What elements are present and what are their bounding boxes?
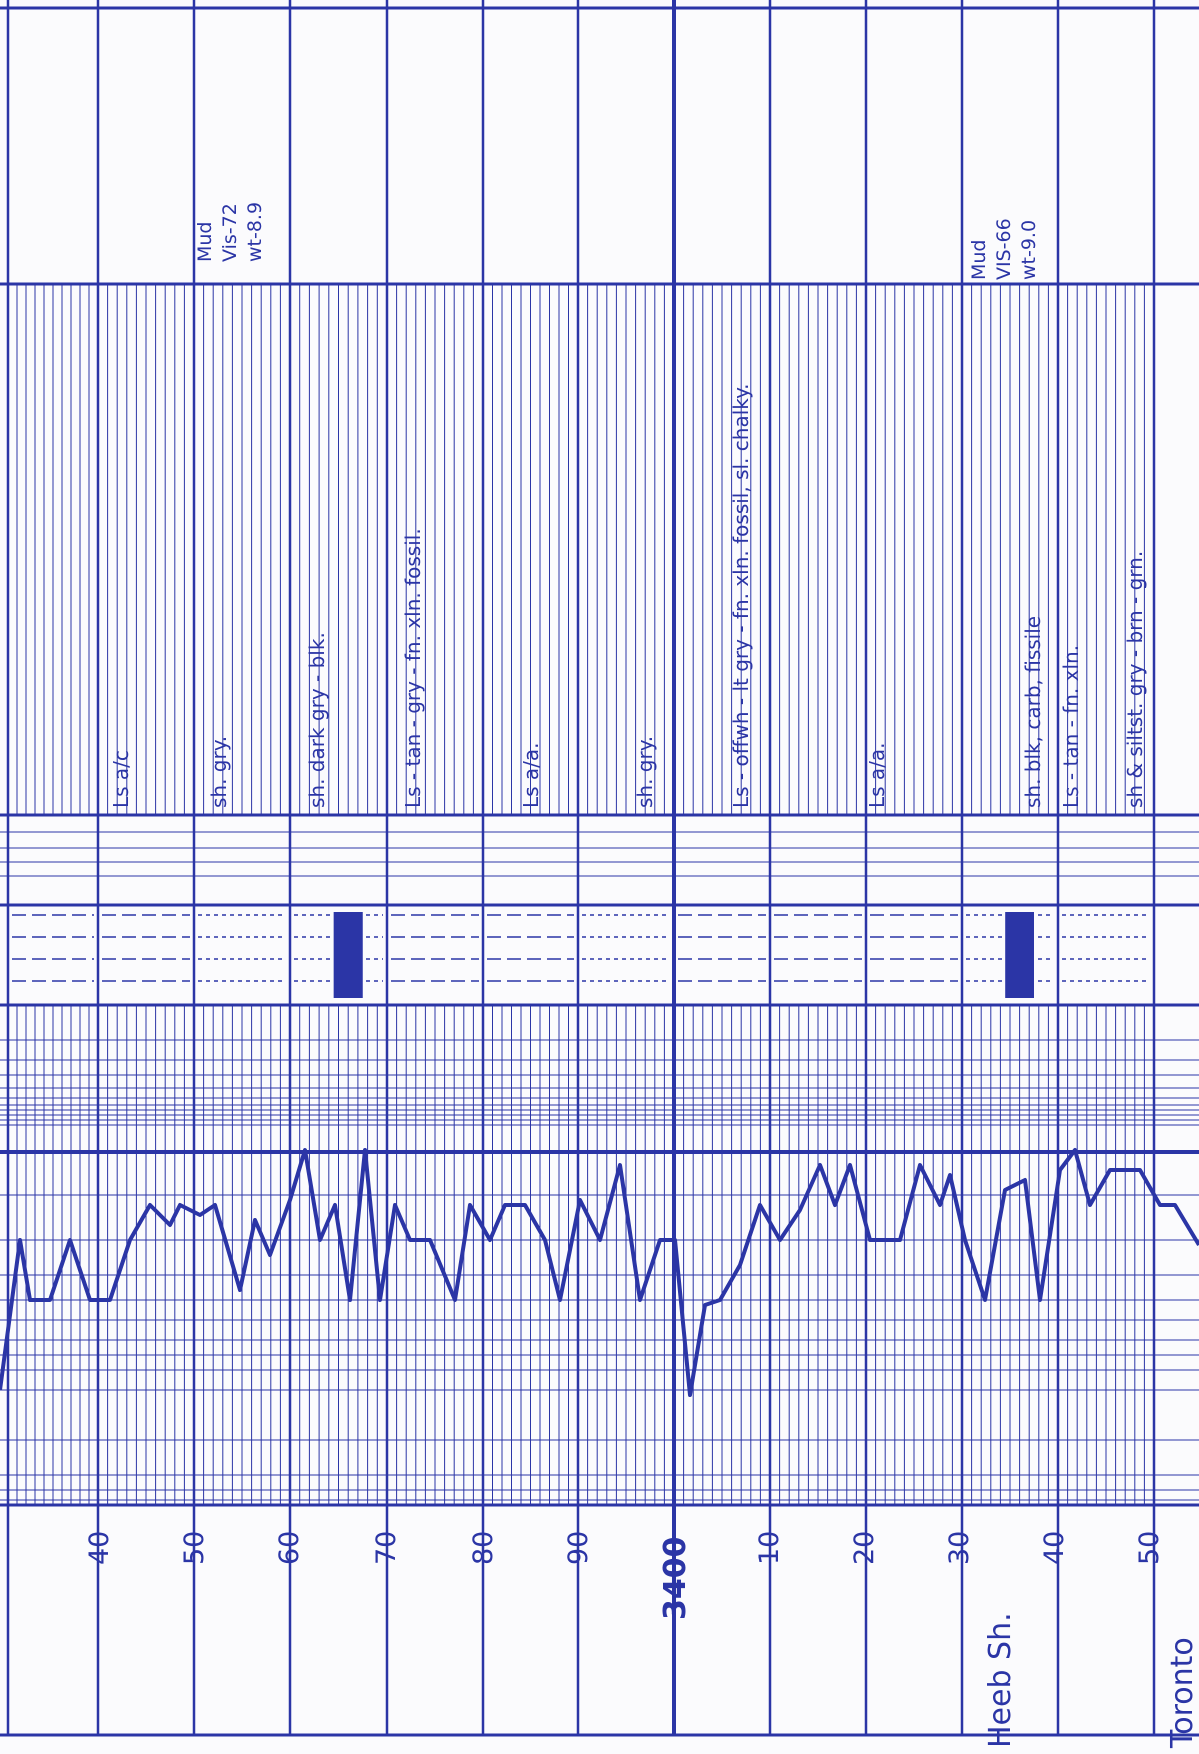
depth-label: 20 bbox=[849, 1531, 880, 1565]
lithology-description: sh. gry. bbox=[633, 736, 657, 808]
lithology-description: Ls a/a. bbox=[519, 742, 543, 808]
depth-label: 50 bbox=[179, 1531, 210, 1565]
lithology-description: Ls - tan - fn. xln. bbox=[1059, 645, 1083, 808]
mud-report-line: wt-9.0 bbox=[1018, 220, 1040, 280]
mud-report-line: wt-8.9 bbox=[244, 202, 266, 262]
mud-report-line: Mud bbox=[194, 222, 216, 263]
mud-report-1: Mud Vis-72 wt-8.9 bbox=[194, 202, 266, 262]
lithology-description: sh. gry. bbox=[207, 736, 231, 808]
depth-scale: 40 50 60 70 80 90 3400 10 20 30 40 50 bbox=[84, 1531, 1165, 1620]
depth-label: 80 bbox=[468, 1531, 499, 1565]
depth-label: 40 bbox=[1039, 1531, 1070, 1565]
carbonaceous-shale-fill bbox=[333, 912, 363, 998]
lithology-description: Ls - offwh - lt gry - fn. xln. fossil, s… bbox=[729, 384, 753, 808]
drilling-rate-curve bbox=[0, 1148, 1199, 1397]
lithology-description: Ls - tan - gry - fn. xln. fossil. bbox=[401, 528, 425, 808]
depth-label: 90 bbox=[563, 1531, 594, 1565]
depth-label: 50 bbox=[1134, 1531, 1165, 1565]
depth-label: 30 bbox=[944, 1531, 975, 1565]
lithology-description: Ls a/a. bbox=[865, 742, 889, 808]
depth-label: 60 bbox=[274, 1531, 305, 1565]
mud-report-2: Mud VIS-66 wt-9.0 bbox=[968, 218, 1040, 280]
formation-top-toronto: Toronto bbox=[1165, 1637, 1199, 1749]
formation-tops: Heeb Sh. Toronto bbox=[983, 1612, 1199, 1749]
depth-label: 70 bbox=[371, 1531, 402, 1565]
depth-label: 40 bbox=[84, 1531, 115, 1565]
depth-label: 10 bbox=[754, 1531, 785, 1565]
mud-report-line: Mud bbox=[968, 240, 990, 281]
lithology-description: sh. blk, carb, fissile bbox=[1021, 616, 1045, 808]
lithology-description: Ls a/c bbox=[109, 750, 133, 808]
depth-label: 3400 bbox=[658, 1537, 693, 1621]
lithology-symbol-column bbox=[12, 912, 1150, 998]
formation-top-heebner: Heeb Sh. bbox=[983, 1612, 1018, 1748]
lithology-descriptions: Ls a/c sh. gry. sh. dark gry - blk. Ls -… bbox=[109, 384, 1147, 808]
drilling-rate-line bbox=[0, 1148, 1199, 1397]
mud-report-line: VIS-66 bbox=[993, 218, 1015, 280]
lithology-description: sh. dark gry - blk. bbox=[305, 632, 329, 808]
mud-report-line: Vis-72 bbox=[219, 203, 241, 262]
lithology-description: sh & siltst. gry - brn - grn. bbox=[1123, 551, 1147, 808]
carbonaceous-shale-fill bbox=[1005, 912, 1034, 998]
